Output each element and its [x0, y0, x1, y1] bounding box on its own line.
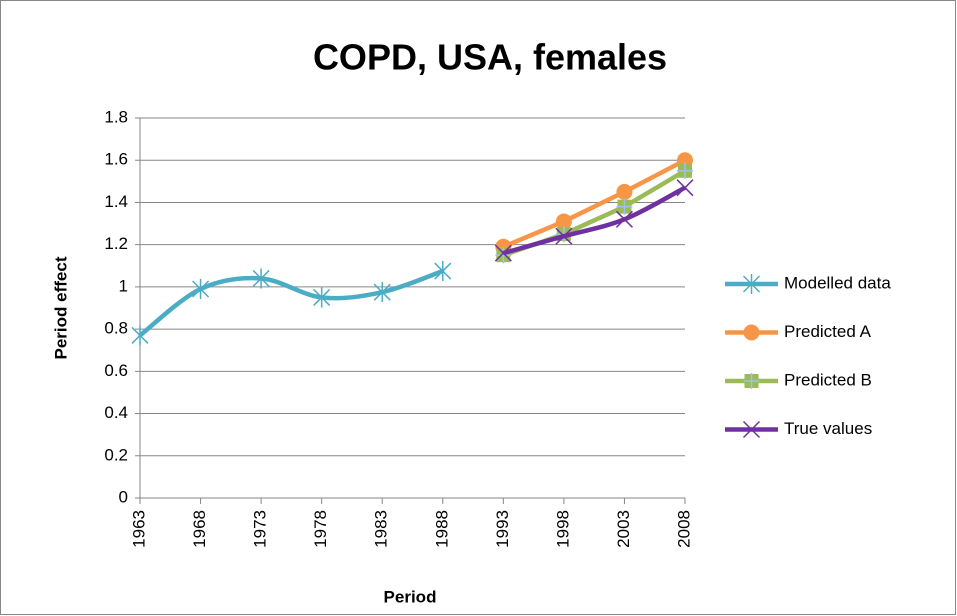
y-tick-label: 1.2 — [104, 234, 128, 253]
marker — [676, 179, 694, 197]
legend-label: Modelled data — [784, 273, 891, 292]
x-tick-label: 1998 — [553, 510, 572, 548]
x-tick-label: 2003 — [614, 510, 633, 548]
marker — [434, 261, 452, 282]
marker-shape — [743, 373, 760, 389]
marker-shape — [743, 324, 760, 341]
x-tick-label: 1993 — [493, 510, 512, 548]
marker — [494, 244, 512, 262]
marker — [555, 227, 573, 245]
marker — [616, 198, 633, 215]
marker-shape — [677, 162, 693, 179]
x-tick-label: 1983 — [372, 510, 391, 548]
marker-shape — [742, 420, 761, 439]
marker — [252, 268, 270, 289]
marker-shape — [313, 287, 331, 308]
y-tick-label: 0.2 — [104, 445, 128, 464]
legend-label: True values — [784, 419, 872, 438]
x-axis-title: Period — [384, 587, 437, 606]
marker-shape — [373, 282, 391, 303]
marker-shape — [676, 179, 694, 197]
y-tick-label: 1 — [119, 276, 128, 295]
y-tick-label: 0 — [119, 487, 128, 506]
marker — [616, 183, 633, 200]
y-tick-label: 0.4 — [104, 403, 128, 422]
marker-shape — [192, 279, 210, 299]
marker-shape — [742, 274, 761, 294]
x-tick-label: 1973 — [251, 510, 270, 548]
marker-shape — [131, 325, 149, 346]
marker-shape — [252, 268, 270, 289]
y-tick-label: 0.6 — [104, 361, 128, 380]
x-tick-label: 1988 — [432, 510, 451, 548]
marker — [131, 325, 149, 346]
marker-shape — [434, 261, 452, 282]
x-tick-label: 1963 — [129, 510, 148, 548]
marker-shape — [494, 244, 512, 262]
x-tick-label: 1978 — [311, 510, 330, 548]
marker — [742, 420, 761, 439]
series-line — [502, 185, 687, 256]
y-axis-title: Period effect — [51, 256, 70, 359]
marker — [192, 279, 210, 299]
y-tick-label: 0.8 — [104, 319, 128, 338]
marker — [313, 287, 331, 308]
marker-shape — [555, 213, 572, 230]
y-tick-label: 1.6 — [104, 150, 128, 169]
marker — [743, 324, 760, 341]
legend-label: Predicted B — [784, 370, 872, 389]
marker — [742, 274, 761, 294]
marker — [615, 210, 633, 228]
series-line — [502, 158, 687, 249]
y-tick-label: 1.8 — [104, 107, 128, 126]
marker-shape — [616, 198, 633, 215]
marker — [555, 213, 572, 230]
x-tick-label: 2008 — [674, 510, 693, 548]
marker-shape — [616, 183, 633, 200]
series-line — [138, 268, 444, 338]
legend-label: Predicted A — [784, 322, 872, 341]
chart-title: COPD, USA, females — [313, 37, 667, 78]
marker — [373, 282, 391, 303]
y-tick-label: 1.4 — [104, 192, 128, 211]
x-tick-label: 1968 — [190, 510, 209, 548]
marker-shape — [615, 210, 633, 228]
marker-shape — [495, 247, 512, 264]
marker — [743, 373, 760, 389]
marker-shape — [555, 227, 573, 245]
marker — [677, 162, 693, 179]
